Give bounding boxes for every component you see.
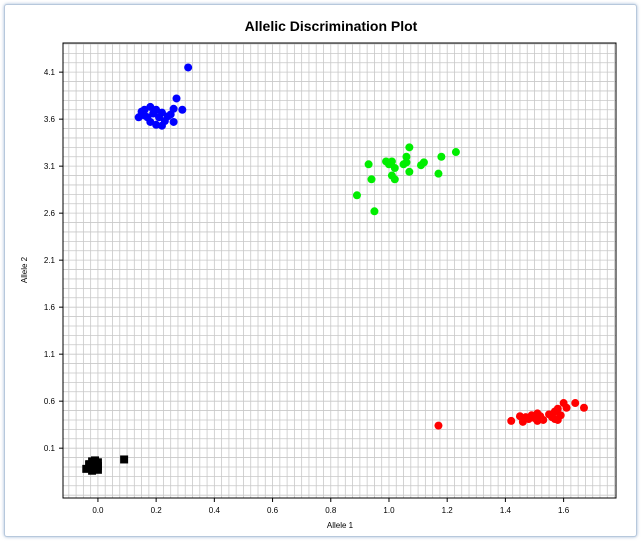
x-tick-label: 1.4 bbox=[500, 506, 512, 515]
tick-marks bbox=[59, 71, 565, 502]
x-axis-label: Allele 1 bbox=[327, 521, 354, 530]
y-tick-label: 3.6 bbox=[44, 115, 56, 124]
data-point bbox=[157, 121, 166, 130]
data-point bbox=[169, 117, 178, 126]
x-tick-label: 0.2 bbox=[151, 506, 163, 515]
data-point bbox=[384, 160, 393, 169]
series-0 bbox=[134, 63, 193, 130]
data-point bbox=[184, 63, 193, 72]
data-point bbox=[178, 105, 187, 114]
y-tick-label: 0.6 bbox=[44, 397, 56, 406]
data-point bbox=[85, 460, 94, 469]
data-point bbox=[390, 164, 399, 173]
x-tick-label: 0.0 bbox=[92, 506, 104, 515]
y-tick-label: 1.6 bbox=[44, 303, 56, 312]
data-point bbox=[437, 152, 446, 161]
y-axis-label: Allele 2 bbox=[20, 256, 29, 283]
data-point bbox=[390, 175, 399, 184]
data-point bbox=[405, 167, 414, 176]
y-tick-label: 2.6 bbox=[44, 209, 56, 218]
data-point bbox=[434, 421, 443, 430]
x-tick-label: 0.4 bbox=[209, 506, 221, 515]
chart-title: Allelic Discrimination Plot bbox=[245, 18, 418, 34]
data-point bbox=[434, 169, 443, 178]
series-1 bbox=[352, 143, 460, 216]
data-point bbox=[539, 415, 548, 424]
series-2 bbox=[434, 399, 588, 430]
data-point bbox=[370, 207, 379, 216]
data-point bbox=[155, 113, 164, 122]
data-point bbox=[93, 465, 102, 474]
data-point bbox=[562, 403, 571, 412]
data-points bbox=[82, 63, 588, 475]
x-tick-label: 1.6 bbox=[558, 506, 570, 515]
data-point bbox=[143, 113, 152, 122]
x-tick-label: 1.0 bbox=[383, 506, 395, 515]
data-point bbox=[553, 415, 562, 424]
data-point bbox=[579, 403, 588, 412]
x-tick-labels: 0.0 0.2 0.4 0.6 0.8 1.0 1.2 1.4 1.6 bbox=[92, 506, 569, 515]
data-point bbox=[364, 160, 373, 169]
data-point bbox=[571, 399, 580, 408]
data-point bbox=[91, 456, 100, 465]
y-tick-label: 2.1 bbox=[44, 256, 56, 265]
data-point bbox=[172, 94, 181, 103]
x-tick-label: 0.6 bbox=[267, 506, 279, 515]
plot-area bbox=[62, 42, 617, 499]
data-point bbox=[399, 160, 408, 169]
y-tick-label: 0.1 bbox=[44, 444, 56, 453]
series-3 bbox=[82, 455, 129, 475]
y-tick-label: 3.1 bbox=[44, 162, 56, 171]
data-point bbox=[553, 404, 562, 413]
data-point bbox=[367, 175, 376, 184]
data-point bbox=[149, 109, 158, 118]
data-point bbox=[402, 152, 411, 161]
data-point bbox=[416, 161, 425, 170]
data-point bbox=[507, 416, 516, 425]
data-point bbox=[82, 464, 91, 473]
data-point bbox=[88, 466, 97, 475]
x-tick-label: 0.8 bbox=[325, 506, 337, 515]
data-point bbox=[451, 148, 460, 157]
data-point bbox=[352, 191, 361, 200]
y-tick-label: 4.1 bbox=[44, 68, 56, 77]
data-point bbox=[120, 455, 129, 464]
x-tick-label: 1.2 bbox=[442, 506, 454, 515]
y-tick-label: 1.1 bbox=[44, 350, 56, 359]
data-point bbox=[405, 143, 414, 152]
y-tick-labels: 0.1 0.6 1.1 1.6 2.1 2.6 3.1 3.6 4.1 bbox=[44, 68, 56, 453]
